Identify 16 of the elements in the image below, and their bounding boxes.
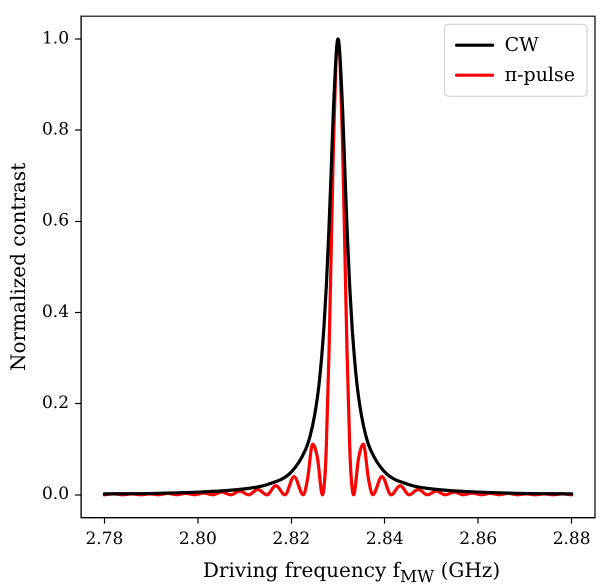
y-tick-label: 0.8 (42, 120, 70, 140)
legend-label: π-pulse (504, 64, 576, 86)
x-tick-label: 2.86 (459, 529, 498, 550)
x-tick-label: 2.80 (178, 529, 217, 550)
y-tick-label: 1.0 (42, 28, 70, 48)
x-tick-label: 2.78 (85, 529, 124, 550)
y-tick-label: 0.2 (42, 393, 70, 414)
y-axis-title: Normalized contrast (6, 162, 30, 372)
y-tick-label: 0.0 (42, 484, 70, 504)
x-tick-label: 2.88 (552, 529, 591, 550)
y-tick-label: 0.4 (42, 302, 70, 322)
x-tick-label: 2.84 (366, 529, 404, 550)
y-tick-label: 0.6 (42, 210, 70, 231)
legend-label: CW (504, 34, 540, 56)
x-axis-title: Driving frequency f$_{MW}$ (GHz) (202, 558, 502, 585)
x-tick-label: 2.82 (272, 529, 310, 550)
